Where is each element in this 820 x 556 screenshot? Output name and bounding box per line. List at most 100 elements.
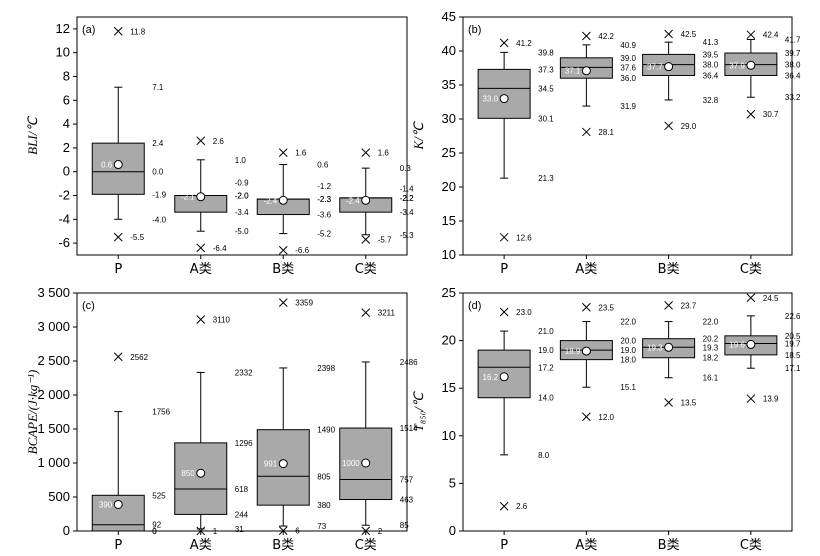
box-3: -2.41.6-5.70.3-2.2-2.2-3.4-5.3-1.4	[339, 148, 414, 245]
median-label: 19.3	[703, 343, 719, 352]
whisker-low-label: 17.1	[785, 364, 801, 373]
whisker-low-label: 8.0	[538, 451, 550, 460]
max-outlier-label: 3110	[213, 316, 231, 325]
panel-3: 0 5 10 15 20 25 T₈₅₀/℃ (d) P A类 B类 C类 16.2 23.0 2.6 21.…	[411, 285, 801, 553]
q1-label: 30.1	[538, 114, 554, 123]
min-outlier-label: -5.7	[378, 236, 392, 245]
whisker-low-label: 0	[152, 527, 157, 536]
min-outlier-marker	[278, 245, 288, 255]
median-label: 38.0	[785, 61, 801, 70]
x-tick-label: P	[114, 262, 122, 277]
y-tick-label: -2	[58, 188, 70, 203]
q3-label: 525	[152, 491, 166, 500]
extra-value-label: -1.4	[400, 184, 414, 193]
q3-label: 37.3	[538, 65, 554, 74]
max-outlier-label: 23.5	[598, 303, 614, 312]
whisker-high-label: 41.7	[785, 35, 801, 44]
mean-marker	[196, 468, 206, 478]
whisker-high-label: 7.1	[152, 83, 164, 92]
whisker-low-label: 21.3	[538, 174, 554, 183]
whisker-high-label: 22.0	[703, 318, 719, 327]
mean-label: 19.6	[729, 340, 745, 349]
box-0: 0.6 11.8 -5.5 7.1 2.4 0.0 -1.9 -4.0	[91, 26, 167, 242]
min-outlier-label: 29.0	[681, 122, 697, 131]
y-tick-label: 3 000	[37, 319, 70, 334]
q3-label: -2.0	[235, 192, 249, 201]
q3-label: -2.2	[400, 194, 414, 203]
min-outlier-label: 1	[213, 527, 218, 536]
max-outlier-marker	[664, 29, 673, 39]
max-outlier-marker	[278, 148, 288, 158]
x-tick-label: P	[500, 262, 508, 277]
min-outlier-label: 13.9	[763, 395, 779, 404]
mean-label: 390	[99, 500, 113, 509]
mean-marker	[361, 195, 371, 205]
y-tick-label: 10	[442, 247, 456, 262]
x-tick-label: B类	[272, 538, 294, 553]
mean-marker	[581, 346, 591, 356]
max-outlier-label: 1.6	[295, 149, 307, 158]
max-outlier-marker	[113, 26, 123, 36]
mean-marker	[278, 195, 288, 205]
min-outlier-label: -6.4	[213, 244, 227, 253]
min-outlier-label: 6	[295, 527, 300, 536]
whisker-high-label: 2398	[317, 364, 335, 373]
whisker-high-label: 1756	[152, 408, 170, 417]
mean-marker	[113, 499, 123, 509]
whisker-low-label: 33.2	[785, 93, 801, 102]
mean-label: 16.2	[483, 373, 499, 382]
mean-label: 1000	[342, 459, 360, 468]
mean-label: 37.9	[729, 61, 745, 70]
median-label: -2.3	[317, 195, 331, 204]
whisker-high-label: 0.6	[317, 161, 329, 170]
whisker-low-label: -5.0	[235, 227, 249, 236]
x-tick-label: A类	[575, 538, 597, 553]
min-outlier-label: 12.6	[516, 233, 532, 242]
box-body	[477, 349, 531, 399]
max-outlier-label: 23.7	[681, 301, 697, 310]
q3-label: 39.0	[620, 54, 636, 63]
median-label: -2.0	[235, 192, 249, 201]
box-1: -2.12.6-6.41.0-2.0-2.0-3.4-5.0-0.9	[174, 136, 249, 253]
min-outlier-marker	[746, 109, 756, 119]
max-outlier-label: 42.5	[681, 30, 697, 39]
whisker-low-label: 15.1	[620, 383, 636, 392]
y-tick-label: 15	[442, 213, 456, 228]
q3-label: 20.5	[785, 332, 801, 341]
q1-label: -1.9	[152, 190, 166, 199]
x-tick-label: C类	[355, 262, 377, 277]
min-outlier-label: 30.7	[763, 110, 779, 119]
y-tick-label: 15	[442, 380, 456, 395]
mean-marker	[499, 94, 509, 104]
plot-frame	[76, 292, 408, 532]
min-outlier-marker	[664, 121, 673, 131]
plot-frame	[462, 16, 793, 256]
x-tick-label: A类	[575, 262, 597, 277]
median-label: 17.2	[538, 363, 554, 372]
q1-label: 18.5	[785, 351, 801, 360]
x-tick-label: B类	[658, 538, 680, 553]
y-axis-label: K/℃	[411, 121, 426, 150]
whisker-low-label: 31	[235, 525, 244, 534]
y-tick-label: -4	[58, 211, 70, 226]
max-outlier-label: 1.6	[378, 149, 390, 158]
q1-label: -3.4	[235, 208, 249, 217]
median-label: 757	[400, 476, 414, 485]
y-tick-label: 0	[63, 523, 70, 538]
box-3: 1000 3211 2 2486 1514 757 463 85	[339, 308, 418, 536]
box-2: 19.323.713.522.020.219.318.216.1	[642, 301, 719, 407]
whisker-low-label: 31.9	[620, 102, 636, 111]
y-tick-label: -6	[58, 235, 70, 250]
min-outlier-marker	[582, 412, 591, 422]
min-outlier-label: 2.6	[516, 502, 528, 511]
mean-label: 850	[181, 469, 195, 478]
min-outlier-marker	[499, 501, 509, 511]
y-tick-label: 0	[63, 164, 70, 179]
mean-marker	[581, 66, 591, 76]
q1-label: -3.6	[317, 211, 331, 220]
q1-label: 36.4	[703, 71, 719, 80]
box-1: 850 3110 1 2332 1296 618 244 31	[174, 315, 253, 536]
q3-label: -2.3	[317, 195, 331, 204]
